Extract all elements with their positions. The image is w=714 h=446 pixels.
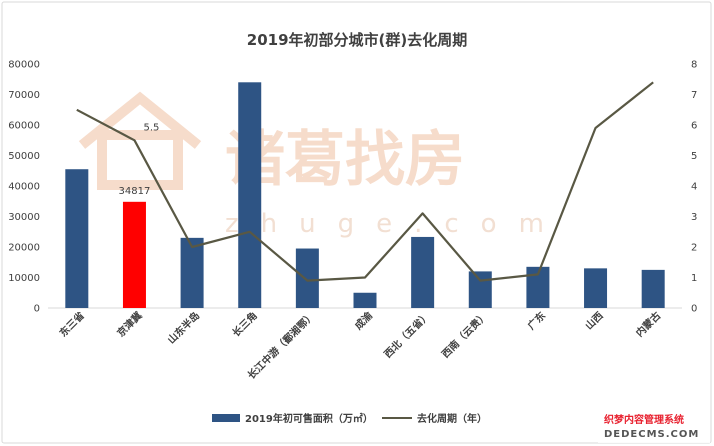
- watermark-subtext: zhuge.com: [225, 209, 566, 239]
- y-left-tick-label: 60000: [8, 121, 40, 132]
- y-right-tick-label: 4: [691, 182, 697, 193]
- y-left-tick-label: 30000: [8, 212, 40, 223]
- y-right-tick-label: 0: [691, 304, 697, 315]
- chart-title: 2019年初部分城市(群)去化周期: [247, 31, 467, 49]
- legend-bar-swatch: [212, 414, 240, 422]
- y-right-tick-label: 1: [691, 273, 697, 284]
- y-right-tick-label: 3: [691, 212, 697, 223]
- y-left-tick-label: 50000: [8, 151, 40, 162]
- y-left-tick-label: 20000: [8, 243, 40, 254]
- bar: [122, 201, 146, 308]
- y-left-tick-label: 0: [34, 304, 40, 315]
- bar: [526, 266, 550, 308]
- data-label-bar: 34817: [119, 186, 151, 197]
- corner-logo-line2: DEDECMS.COM: [604, 429, 699, 440]
- legend: 2019年初可售面积（万㎡） 去化周期（年）: [212, 412, 487, 425]
- bar: [468, 271, 492, 308]
- bar: [641, 269, 665, 308]
- y-right-tick-label: 7: [691, 90, 697, 101]
- y-left-tick-label: 80000: [8, 60, 40, 71]
- legend-bar-label: 2019年初可售面积（万㎡）: [245, 412, 373, 425]
- data-label-line: 5.5: [144, 122, 160, 133]
- y-left-tick-label: 40000: [8, 182, 40, 193]
- bar: [180, 237, 204, 308]
- series-line: [76, 81, 654, 282]
- y-right-tick-label: 2: [691, 243, 697, 254]
- watermark: 诸葛找房 zhuge.com: [78, 91, 566, 239]
- watermark-text: 诸葛找房: [225, 125, 465, 195]
- y-right-tick-label: 6: [691, 121, 697, 132]
- y-right-tick-label: 8: [691, 60, 697, 71]
- bar: [353, 292, 377, 308]
- bar: [411, 236, 435, 308]
- bar-series: [65, 82, 665, 308]
- bar: [584, 268, 608, 308]
- y-axis-right: 0 1 2 3 4 5 6 7 8: [691, 60, 697, 315]
- bar: [295, 248, 319, 308]
- y-axis-left: 0 10000 20000 30000 40000 50000 60000 70000 8000…: [8, 60, 40, 315]
- bar: [238, 82, 262, 308]
- y-left-tick-label: 70000: [8, 90, 40, 101]
- corner-logo: 织梦内容管理系统 DEDECMS.COM: [598, 410, 710, 443]
- line-series: [76, 81, 654, 282]
- corner-logo-line1: 织梦内容管理系统: [604, 413, 684, 426]
- bar: [65, 169, 89, 308]
- watermark-house-icon: [78, 91, 202, 190]
- y-left-tick-label: 10000: [8, 273, 40, 284]
- legend-line-label: 去化周期（年）: [417, 412, 487, 425]
- y-right-tick-label: 5: [691, 151, 697, 162]
